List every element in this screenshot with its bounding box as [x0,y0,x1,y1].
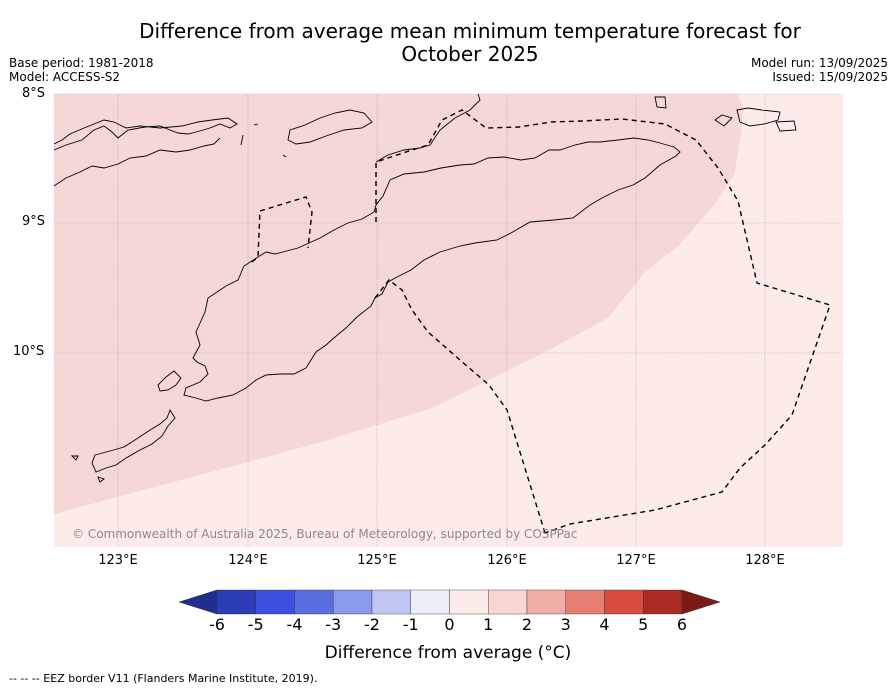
colorbar-title: Difference from average (°C) [324,643,572,663]
lon-label-128e: 128°E [745,553,785,568]
colorbar [178,589,721,615]
colorbar-tick-label: -4 [286,615,303,634]
copyright-notice: © Commonwealth of Australia 2025, Bureau… [72,527,577,541]
rote-island-coast [157,370,182,392]
issued-date: Issued: 15/09/2025 [772,70,888,84]
lon-label-124e: 124°E [228,553,268,568]
coastlines [53,93,797,483]
colorbar-tick-label: 1 [483,615,494,634]
colorbar-tick-label: -6 [209,615,225,634]
lon-label-123e: 123°E [98,553,138,568]
colorbar-box [294,589,334,615]
map-zone-1-to-2 [54,94,743,514]
colorbar-box [643,589,683,615]
chart-title: Difference from average mean minimum tem… [90,20,850,66]
colorbar-tick-label: -2 [364,615,380,634]
lon-label-127e: 127°E [616,553,656,568]
lon-label-126e: 126°E [487,553,527,568]
colorbar-min-arrow [178,589,218,615]
model-run: Model run: 13/09/2025 [750,56,888,70]
colorbar-box [333,589,373,615]
eez-footnote: -- -- -- EEZ border V11 (Flanders Marine… [9,672,318,685]
wetar-coast [375,93,481,163]
colorbar-max-arrow [681,589,721,615]
alor-coast [287,109,373,145]
meta-right: Model run: 13/09/2025 Issued: 15/09/2025 [751,56,888,84]
colorbar-box [488,589,528,615]
colorbar-tick-label: -1 [402,615,419,634]
lat-label-9s: 9°S [22,214,46,229]
colorbar-tick-label: 5 [638,615,649,634]
colorbar-box [216,589,256,615]
colorbar-tick-label: 2 [521,615,533,634]
colorbar-box [526,589,566,615]
timor-island-coast [183,137,681,402]
small-island-2 [97,476,105,483]
meta-left: Base period: 1981-2018 Model: ACCESS-S2 [9,56,154,84]
colorbar-box [449,589,489,615]
small-islands-north [654,96,797,132]
lon-label-125e: 125°E [357,553,397,568]
colorbar-box [255,589,295,615]
model-name: Model: ACCESS-S2 [9,70,121,84]
colorbar-box [565,589,605,615]
eez-border-north [375,109,831,534]
lat-label-10s: 10°S [13,344,45,359]
colorbar-tick-label: -3 [325,615,342,634]
small-island-1 [70,455,79,461]
colorbar-tick-label: 6 [676,615,688,634]
colorbar-box [371,589,411,615]
colorbar-tick-label: 0 [444,615,455,634]
flores-south-coast [53,137,221,187]
sawu-island-coast [91,408,176,473]
colorbar-tick-label: -5 [247,615,264,634]
title-line-2: October 2025 [401,42,539,66]
colorbar-box [604,589,644,615]
colorbar-box [410,589,450,615]
title-line-1: Difference from average mean minimum tem… [139,19,801,43]
eez-border [251,109,831,534]
colorbar-tick-label: 4 [599,615,610,634]
eez-border-south [374,279,546,534]
base-period: Base period: 1981-2018 [9,56,154,70]
graticule [54,93,843,547]
colorbar-tick-label: 3 [560,615,571,634]
flores-coast [53,117,238,151]
lat-label-8s: 8°S [22,86,46,101]
small-islands-west [240,123,287,158]
